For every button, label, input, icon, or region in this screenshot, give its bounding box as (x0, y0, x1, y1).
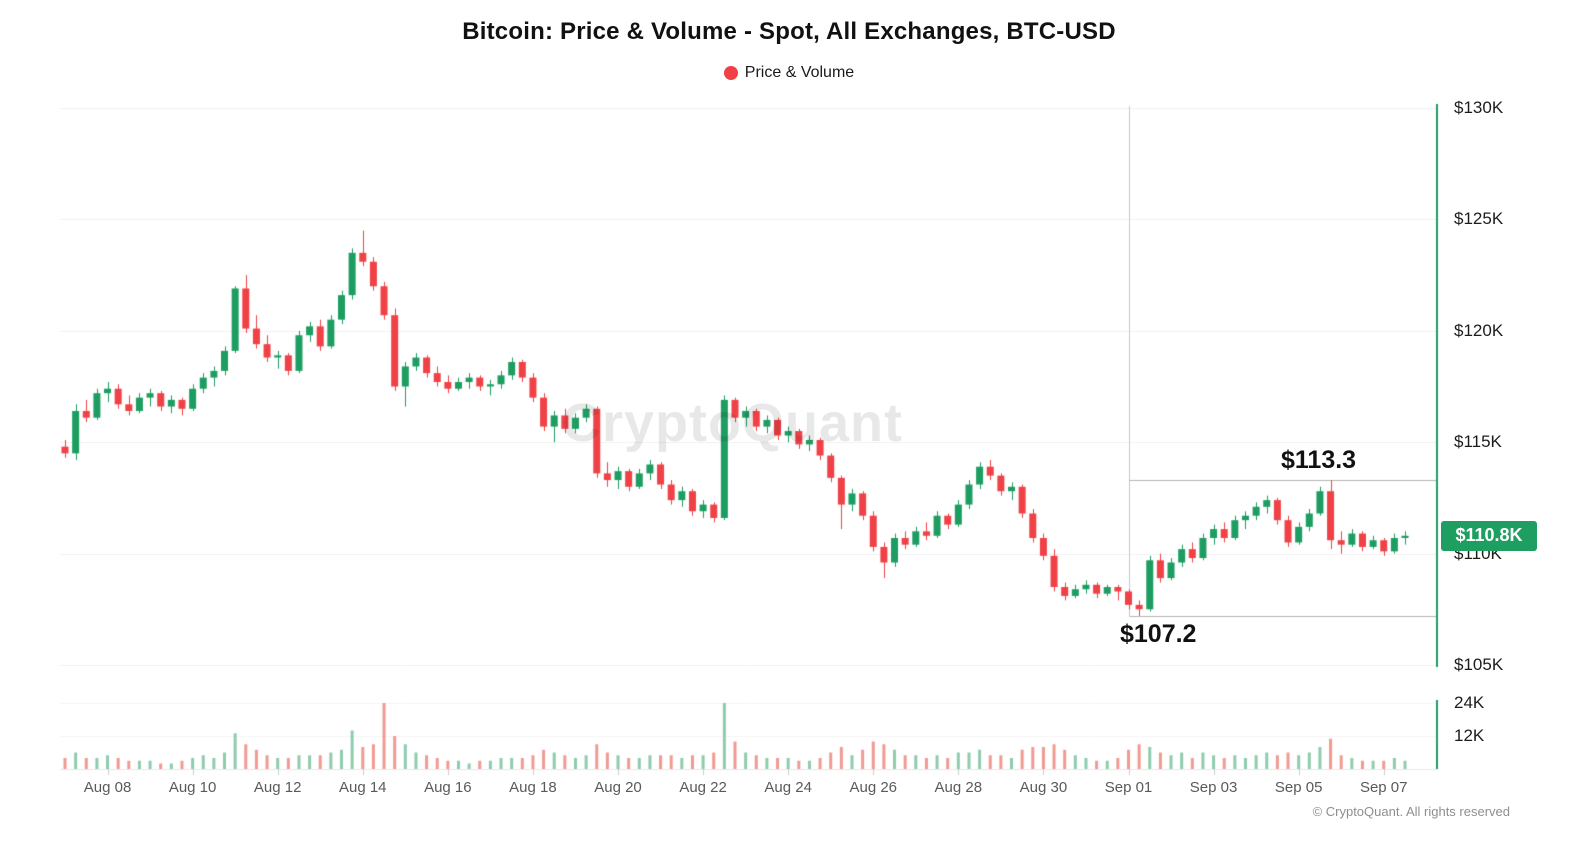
last-price-badge: $110.8K (1441, 520, 1537, 551)
legend-dot-icon (723, 66, 738, 80)
footer-copyright: © CryptoQuant. All rights reserved (1312, 804, 1510, 819)
x-axis-tick: Aug 28 (934, 779, 983, 796)
y-axis-tick: $105K (1454, 655, 1504, 674)
x-axis-tick: Aug 26 (849, 779, 898, 796)
chart-title: Bitcoin: Price & Volume - Spot, All Exch… (462, 18, 1116, 45)
x-axis-tick: Sep 05 (1274, 779, 1323, 796)
x-axis-tick: Aug 10 (168, 779, 217, 796)
y-axis-tick: $115K (1454, 432, 1502, 452)
y-axis-tick: $125K (1454, 209, 1504, 229)
x-axis-tick: Aug 22 (679, 779, 727, 796)
y-axis-tick: $120K (1454, 320, 1504, 340)
x-axis-tick: Aug 20 (594, 779, 642, 796)
x-axis-tick: Aug 14 (338, 779, 387, 796)
x-axis-tick: Sep 01 (1104, 779, 1153, 796)
y-axis-tick: $130K (1454, 98, 1504, 117)
x-axis-tick: Aug 24 (764, 779, 812, 796)
high-annotation-label: $113.3 (1281, 446, 1357, 474)
volume-axis-tick: 12K (1454, 726, 1485, 745)
x-axis-tick: Aug 16 (424, 779, 472, 796)
x-axis-tick: Aug 12 (253, 779, 302, 796)
x-axis-tick: Sep 07 (1359, 779, 1408, 796)
x-axis-tick: Aug 18 (509, 779, 557, 796)
x-axis-tick: Aug 30 (1019, 779, 1068, 796)
low-annotation-label: $107.2 (1120, 620, 1197, 648)
x-axis-tick: Sep 03 (1189, 779, 1238, 796)
legend: Price & Volume (0, 64, 1578, 82)
volume-axis-tick: 24K (1454, 693, 1485, 712)
legend-item-price-volume[interactable]: Price & Volume (744, 64, 855, 81)
x-axis-tick: Aug 08 (83, 779, 132, 796)
